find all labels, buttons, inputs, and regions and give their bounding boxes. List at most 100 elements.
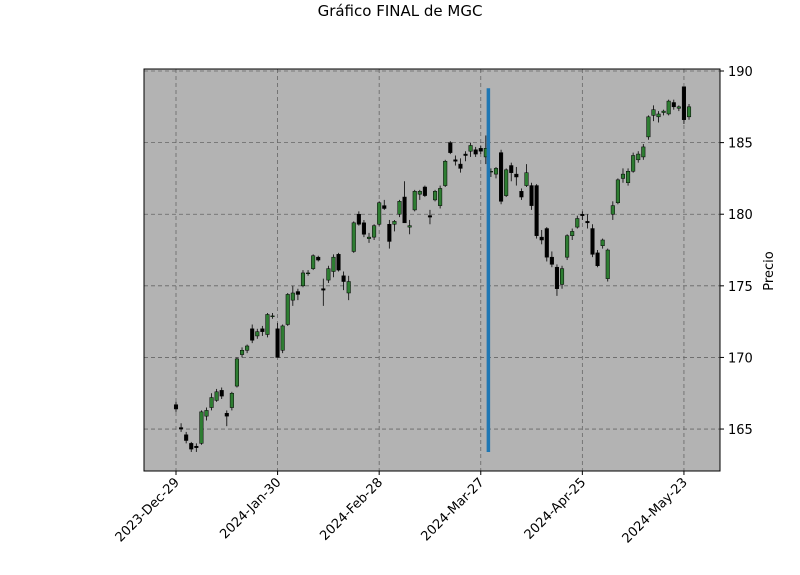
candle-body <box>179 427 184 430</box>
candle-body <box>240 350 245 355</box>
candle-body <box>570 231 575 236</box>
candle-body <box>519 191 524 198</box>
candle-body <box>565 235 570 258</box>
plot-frame <box>143 68 721 472</box>
candle-body <box>656 113 661 118</box>
candle-body <box>539 236 544 241</box>
candle-body <box>610 205 615 215</box>
candle-body <box>636 153 641 161</box>
y-tick-label: 180 <box>728 208 753 223</box>
candle-body <box>676 106 681 109</box>
candle-body <box>209 397 214 408</box>
candle-body <box>219 390 224 397</box>
candle-body <box>331 256 336 272</box>
candle-body <box>285 294 290 325</box>
candle-body <box>544 228 549 258</box>
candle-body <box>427 215 432 218</box>
candle-body <box>620 173 626 179</box>
candle-body <box>372 225 377 238</box>
candle-body <box>184 434 189 441</box>
candle-body <box>575 218 580 228</box>
candle-body <box>194 445 199 448</box>
candle-body <box>250 328 255 341</box>
candle-body <box>671 102 676 108</box>
candle-body <box>300 272 306 287</box>
candle-body <box>255 331 260 337</box>
candle-body <box>493 168 499 175</box>
candle-body <box>554 266 559 289</box>
y-tick-label: 170 <box>728 351 753 366</box>
candle-body <box>595 252 600 267</box>
candle-body <box>590 228 595 255</box>
candle-body <box>422 186 427 196</box>
candle-body <box>504 169 509 196</box>
candle-body <box>229 392 234 408</box>
candle-body <box>402 196 407 224</box>
candle-body <box>336 254 341 271</box>
candle-body <box>534 185 539 236</box>
candle-body <box>265 314 270 335</box>
candle-body <box>646 116 651 138</box>
candle-body <box>234 358 239 387</box>
candle-body <box>316 256 321 261</box>
candle-body <box>433 191 438 201</box>
candle-body <box>549 256 554 265</box>
candle-body <box>626 171 631 183</box>
candle-body <box>641 146 646 158</box>
y-tick-label: 165 <box>728 423 753 438</box>
candle-body <box>661 110 666 113</box>
chart-title: Gráfico FINAL de MGC <box>318 2 483 20</box>
candle-body <box>651 109 656 116</box>
candle-body <box>417 191 422 195</box>
y-tick-label: 175 <box>728 280 753 295</box>
candle-body <box>260 328 265 332</box>
candle-body <box>387 223 392 242</box>
candle-body <box>478 148 483 152</box>
candle-body <box>514 173 519 178</box>
x-tick-label: 2023-Dec-29 <box>113 475 183 545</box>
candle-body <box>463 153 468 156</box>
candle-body <box>407 225 412 228</box>
candle-body <box>453 159 458 162</box>
candle-body <box>468 145 473 152</box>
candle-body <box>529 185 534 206</box>
x-tick-label: 2024-Jan-30 <box>217 475 284 542</box>
plot-area <box>144 69 720 471</box>
candle-body <box>560 268 565 285</box>
candle-body <box>280 325 285 351</box>
candle-body <box>189 443 194 450</box>
candle-body <box>585 221 590 224</box>
candle-body <box>173 404 179 410</box>
candle-body <box>681 86 686 120</box>
y-tick-label: 190 <box>728 65 753 80</box>
candle-body <box>199 411 204 444</box>
candle-body <box>382 205 387 209</box>
candle-body <box>326 268 331 281</box>
candle-body <box>686 106 692 118</box>
candle-body <box>392 221 397 225</box>
candle-body <box>666 100 671 115</box>
candle-body <box>443 160 448 186</box>
x-tick-label: 2024-May-23 <box>620 475 691 546</box>
candle-body <box>311 255 316 269</box>
candle-body <box>290 292 295 301</box>
candle-body <box>366 236 372 239</box>
candle-body <box>412 191 417 211</box>
candle-body <box>351 222 356 252</box>
candle-body <box>321 288 326 291</box>
candle-body <box>397 201 402 215</box>
candle-body <box>580 213 585 216</box>
candle-body <box>377 202 382 225</box>
candle-body <box>245 345 250 351</box>
x-tick-label: 2024-Feb-28 <box>317 475 386 544</box>
candle-body <box>356 213 361 225</box>
candle-body <box>458 163 463 169</box>
candle-body <box>275 328 280 358</box>
candle-body <box>605 249 610 279</box>
x-tick-label: 2024-Mar-27 <box>418 475 487 544</box>
candle-body <box>361 222 366 235</box>
candle-body <box>473 149 478 155</box>
candle-body <box>438 188 443 206</box>
candle-body <box>631 155 636 172</box>
candle-body <box>524 172 529 186</box>
